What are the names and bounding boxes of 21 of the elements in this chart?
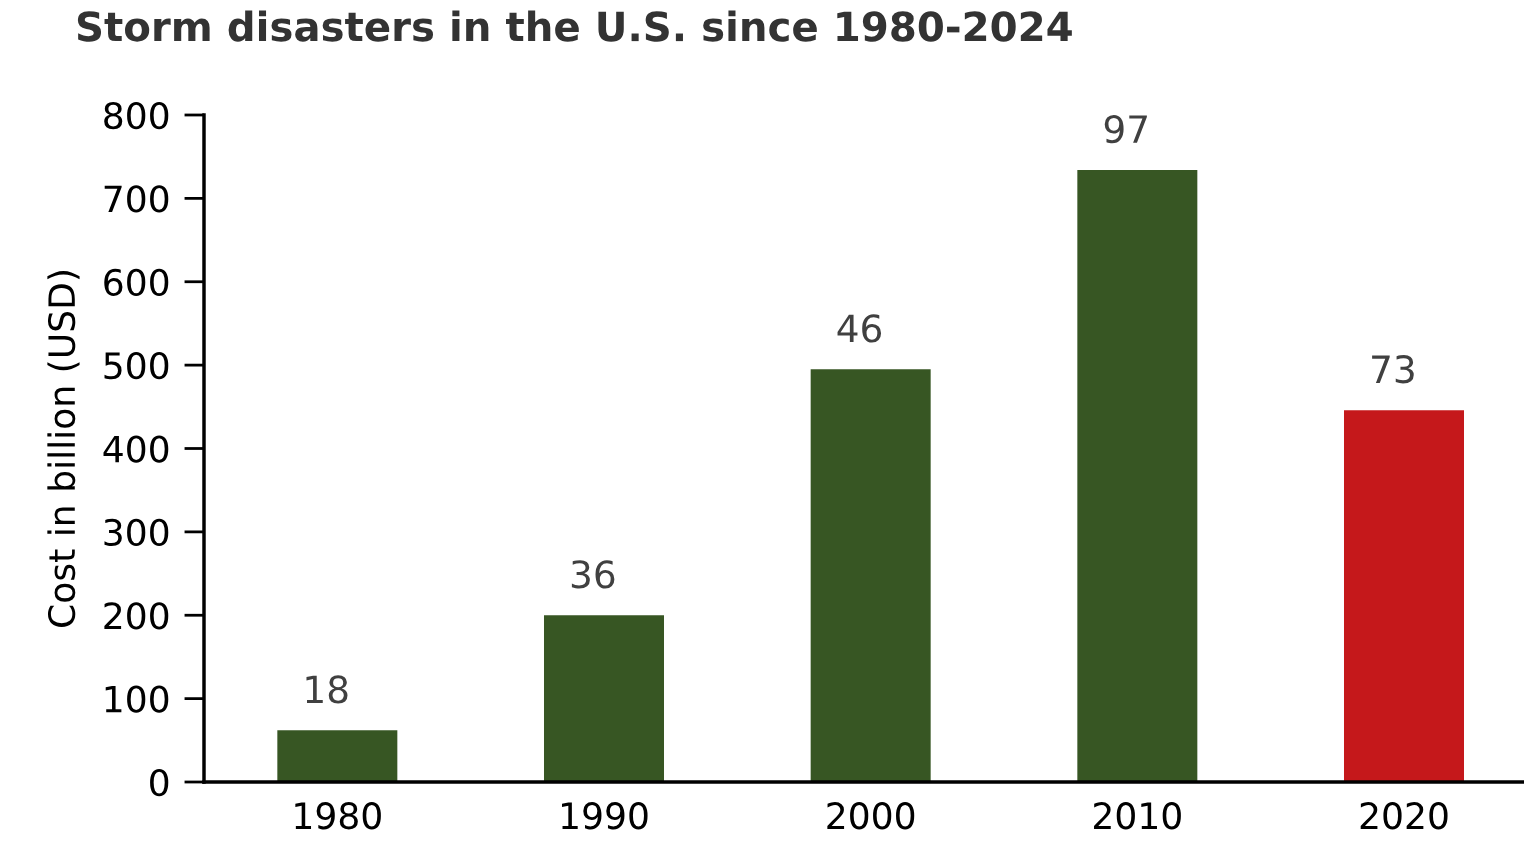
x-tick-label: 2020 (1360, 802, 1448, 830)
y-tick-label: 200 (104, 602, 169, 630)
y-tick-label: 700 (104, 185, 169, 213)
annotation: 18 (306, 675, 348, 704)
annotation: 73 (1372, 355, 1414, 384)
y-tick-label: 600 (104, 268, 169, 296)
x-tick-label: 1980 (295, 802, 381, 830)
y-axis-title: Cost in billion (USD) (47, 271, 80, 627)
x-tick-label: 1990 (562, 802, 648, 830)
chart-title: Storm disasters in the U.S. since 1980-2024 (77, 10, 1072, 42)
y-tick-label: 400 (103, 435, 169, 463)
y-tick-label: 800 (104, 101, 169, 130)
x-tick-label: 2000 (827, 802, 915, 830)
annotation: 97 (1104, 114, 1147, 144)
annotation: 46 (837, 314, 882, 343)
y-tick-label: 100 (105, 685, 169, 713)
annotation: 36 (571, 560, 615, 589)
x-tick-label: 2010 (1094, 802, 1181, 830)
y-tick-label: 300 (104, 518, 169, 547)
y-tick-label: 500 (104, 352, 169, 380)
y-tick-label: 0 (150, 768, 169, 797)
